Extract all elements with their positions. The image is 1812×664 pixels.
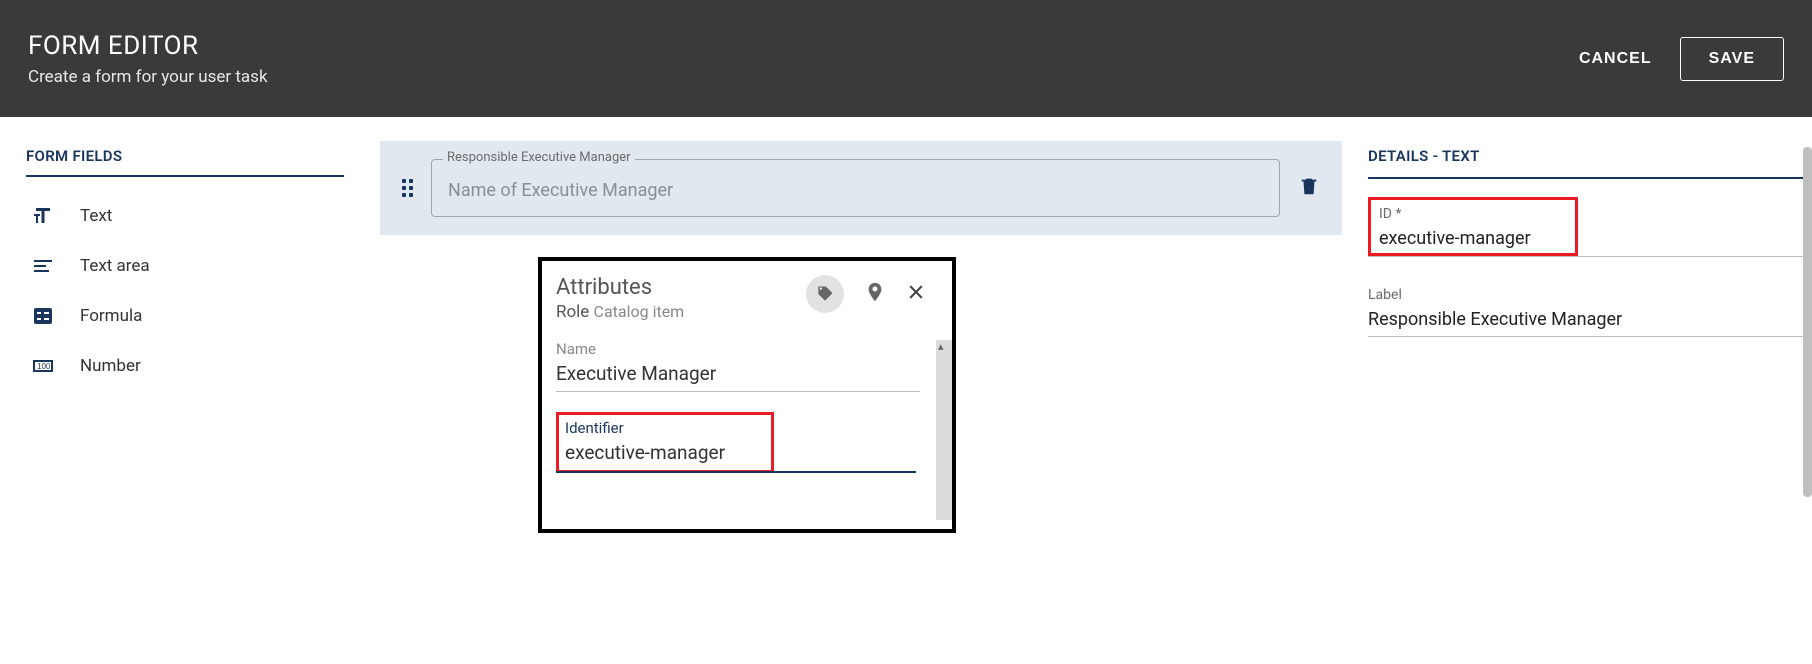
- field-placeholder: Name of Executive Manager: [448, 180, 673, 201]
- field-type-textarea[interactable]: Text area: [26, 241, 344, 291]
- formula-icon: [30, 303, 56, 329]
- header-titles: FORM EDITOR Create a form for your user …: [28, 31, 268, 87]
- main-layout: FORM FIELDS Text Text area Formula 100 N…: [0, 117, 1812, 664]
- popup-identifier-label: Identifier: [565, 419, 765, 437]
- form-fields-sidebar: FORM FIELDS Text Text area Formula 100 N…: [0, 117, 370, 664]
- page-title: FORM EDITOR: [28, 31, 268, 61]
- text-icon: [30, 203, 56, 229]
- popup-name-value: Executive Manager: [556, 362, 920, 392]
- details-panel: DETAILS - TEXT ID * executive-manager La…: [1352, 117, 1812, 664]
- sidebar-heading: FORM FIELDS: [26, 147, 344, 177]
- detail-id-value: executive-manager: [1379, 228, 1567, 249]
- app-header: FORM EDITOR Create a form for your user …: [0, 0, 1812, 117]
- field-type-text[interactable]: Text: [26, 191, 344, 241]
- cancel-button[interactable]: CANCEL: [1579, 50, 1652, 68]
- popup-title: Attributes: [556, 275, 684, 300]
- popup-subtitle: Role Catalog item: [556, 302, 684, 322]
- drag-handle-icon[interactable]: [402, 179, 413, 197]
- delete-field-icon[interactable]: [1298, 175, 1320, 201]
- detail-label-field[interactable]: Label Responsible Executive Manager: [1368, 287, 1806, 337]
- field-type-number[interactable]: 100 Number: [26, 341, 344, 391]
- popup-subtitle-type: Catalog item: [594, 302, 685, 321]
- detail-label-label: Label: [1368, 287, 1806, 303]
- field-floating-label: Responsible Executive Manager: [443, 150, 635, 165]
- header-actions: CANCEL SAVE: [1579, 37, 1784, 81]
- number-icon: 100: [30, 353, 56, 379]
- details-heading: DETAILS - TEXT: [1368, 147, 1806, 179]
- canvas-field-row[interactable]: Responsible Executive Manager Name of Ex…: [380, 141, 1342, 235]
- page-subtitle: Create a form for your user task: [28, 67, 268, 87]
- tag-icon[interactable]: [806, 275, 844, 313]
- id-highlight-box: ID * executive-manager: [1368, 197, 1578, 256]
- field-type-label: Formula: [80, 306, 142, 326]
- field-type-label: Number: [80, 356, 141, 376]
- detail-label-value: Responsible Executive Manager: [1368, 309, 1806, 330]
- popup-name-label: Name: [556, 340, 920, 358]
- close-icon[interactable]: [906, 282, 926, 306]
- save-button[interactable]: SAVE: [1680, 37, 1784, 81]
- popup-body: Name Executive Manager Identifier execut…: [556, 340, 952, 520]
- attributes-popup: Attributes Role Catalog item: [538, 257, 956, 533]
- popup-scrollbar[interactable]: [936, 340, 952, 520]
- detail-id-label: ID *: [1379, 206, 1567, 222]
- popup-name-field[interactable]: Name Executive Manager: [556, 340, 930, 392]
- form-canvas: Responsible Executive Manager Name of Ex…: [370, 117, 1352, 664]
- identifier-highlight-box: Identifier executive-manager: [556, 412, 774, 473]
- popup-header: Attributes Role Catalog item: [556, 275, 952, 322]
- location-icon[interactable]: [864, 281, 886, 307]
- field-type-formula[interactable]: Formula: [26, 291, 344, 341]
- identifier-underline: [556, 471, 916, 473]
- canvas-text-field[interactable]: Responsible Executive Manager Name of Ex…: [431, 159, 1280, 217]
- popup-identifier-value: executive-manager: [565, 441, 765, 470]
- field-type-label: Text area: [80, 256, 150, 276]
- textarea-icon: [30, 253, 56, 279]
- popup-subtitle-role: Role: [556, 302, 589, 322]
- field-type-label: Text: [80, 206, 112, 226]
- details-scrollbar[interactable]: [1803, 147, 1812, 497]
- svg-text:100: 100: [37, 362, 51, 371]
- detail-id-field[interactable]: ID * executive-manager: [1368, 197, 1806, 257]
- popup-identifier-field[interactable]: Identifier executive-manager: [556, 412, 930, 473]
